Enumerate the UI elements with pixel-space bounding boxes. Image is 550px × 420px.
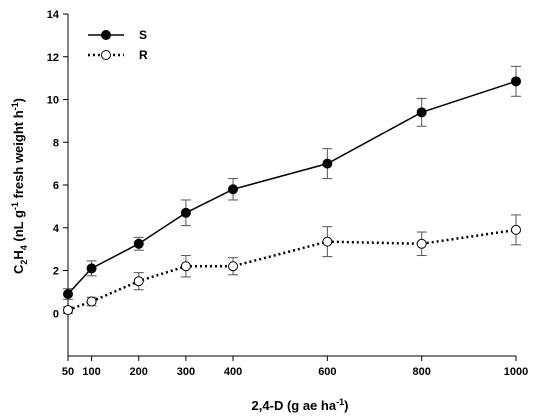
y-tick-label: 6 — [53, 180, 59, 192]
point-s — [86, 263, 97, 274]
x-tick-label: 300 — [177, 366, 195, 378]
error-bars — [63, 65, 521, 314]
legend-label-s: S — [139, 28, 147, 42]
point-r — [511, 224, 521, 235]
y-tick-label: 8 — [53, 137, 59, 149]
y-tick-label: 12 — [47, 52, 59, 64]
y-tick-label: 4 — [53, 223, 60, 235]
x-tick-label: 200 — [130, 366, 148, 378]
point-r — [133, 276, 144, 287]
y-tick-label: 10 — [47, 95, 59, 107]
y-ticks: 0 2 4 6 8 10 12 14 — [47, 9, 68, 320]
series-line-s — [67, 80, 517, 295]
y-tick-label: 14 — [47, 9, 60, 21]
legend-marker-r — [101, 50, 111, 60]
point-s — [511, 76, 521, 87]
point-s — [63, 289, 73, 300]
legend-marker-s — [101, 30, 111, 40]
x-ticks: 50 100 200 300 400 600 800 1000 — [62, 356, 528, 378]
x-tick-label: 800 — [413, 366, 431, 378]
x-axis-title: 2,4-D (g ae ha-1) — [252, 397, 349, 413]
legend: S R — [88, 28, 148, 62]
x-tick-label: 400 — [224, 366, 242, 378]
point-s — [133, 238, 144, 249]
legend-label-r: R — [139, 48, 148, 62]
data-points — [63, 76, 521, 316]
axes — [67, 14, 516, 357]
legend-item-s: S — [88, 28, 147, 42]
x-tick-label: 50 — [62, 366, 74, 378]
x-tick-label: 600 — [318, 366, 336, 378]
point-s — [228, 184, 239, 195]
point-s — [322, 158, 333, 169]
point-r — [180, 261, 191, 272]
y-axis-title: C2H4 (nL g-1 fresh weight h-1) — [10, 98, 29, 274]
point-s — [180, 207, 191, 218]
point-r — [228, 261, 239, 272]
x-tick-label: 1000 — [504, 366, 528, 378]
series-lines — [67, 80, 517, 312]
point-r — [63, 305, 73, 316]
y-tick-label: 2 — [53, 266, 59, 278]
point-r — [416, 238, 427, 249]
y-tick-label: 0 — [53, 308, 59, 320]
point-r — [322, 236, 333, 247]
point-s — [416, 107, 427, 118]
point-r — [86, 296, 97, 307]
legend-item-r: R — [88, 48, 148, 62]
x-tick-label: 100 — [82, 366, 100, 378]
